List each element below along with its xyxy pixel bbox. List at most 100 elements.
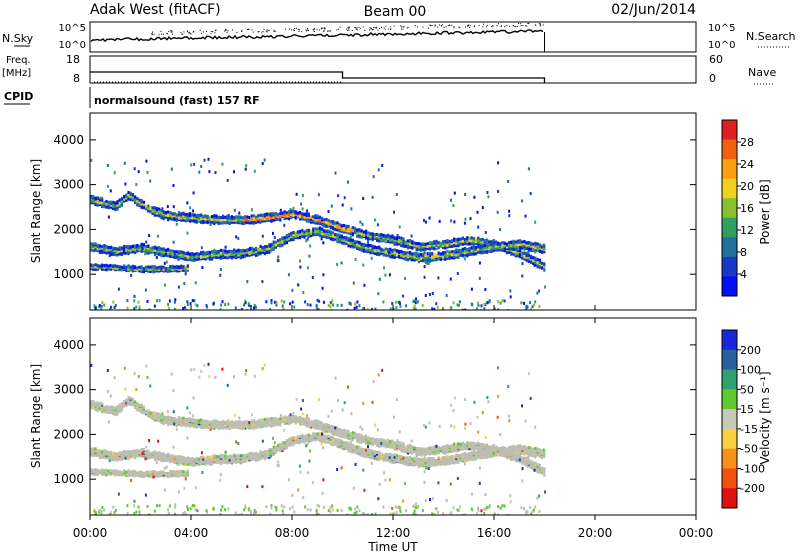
power-cell bbox=[378, 233, 381, 237]
power-cell bbox=[437, 251, 440, 255]
power-cell bbox=[477, 250, 480, 253]
power-cell bbox=[338, 235, 341, 239]
power-cell bbox=[437, 255, 440, 259]
velocity-cell bbox=[189, 424, 192, 428]
power-cell bbox=[466, 252, 469, 256]
power-cell bbox=[191, 299, 194, 303]
nsearch-dot bbox=[166, 32, 168, 34]
cpid-panel: CPID normalsound (fast) 157 RF bbox=[4, 87, 260, 108]
power-cell bbox=[153, 245, 156, 249]
power-cell bbox=[246, 253, 249, 256]
power-cell bbox=[167, 247, 170, 251]
freq-label-line2: [MHz] bbox=[2, 68, 31, 79]
power-cell bbox=[533, 263, 536, 267]
nsearch-dot bbox=[453, 26, 455, 28]
power-cell bbox=[487, 195, 490, 199]
velocity-cell bbox=[215, 425, 218, 429]
velocity-cell bbox=[114, 412, 117, 416]
velocity-cell bbox=[204, 420, 207, 424]
power-cell bbox=[279, 212, 282, 216]
power-cell bbox=[243, 303, 246, 307]
nsearch-dot bbox=[486, 26, 487, 28]
power-cell bbox=[332, 221, 335, 225]
velocity-cell bbox=[173, 417, 176, 421]
power-cell bbox=[131, 244, 134, 248]
power-cell bbox=[353, 306, 356, 310]
power-cell bbox=[145, 204, 148, 208]
power-cell bbox=[233, 249, 236, 253]
power-cell bbox=[239, 254, 242, 258]
power-cell bbox=[90, 263, 93, 267]
power-cell bbox=[202, 218, 205, 222]
power-cell bbox=[252, 220, 255, 224]
velocity-cell bbox=[107, 409, 110, 413]
power-cell bbox=[127, 191, 130, 194]
power-cell bbox=[472, 246, 475, 250]
nsearch-dot bbox=[390, 28, 392, 30]
power-cell bbox=[237, 248, 240, 252]
power-cell bbox=[538, 258, 541, 262]
power-cell bbox=[439, 243, 442, 247]
power-cell bbox=[158, 248, 161, 252]
power-cell bbox=[457, 238, 460, 242]
power-cell bbox=[114, 304, 117, 307]
nsearch-dot bbox=[320, 27, 322, 29]
power-cell bbox=[96, 247, 99, 251]
power-cell bbox=[521, 256, 524, 260]
velocity-cell bbox=[101, 402, 104, 406]
power-cell bbox=[233, 208, 236, 212]
power-cell bbox=[211, 217, 214, 221]
velocity-cell bbox=[151, 414, 154, 418]
velocity-cell bbox=[112, 411, 115, 415]
velocity-cell bbox=[200, 420, 203, 424]
power-cell bbox=[483, 302, 486, 306]
power-cell bbox=[213, 251, 216, 255]
power-cell bbox=[257, 214, 260, 218]
power-cell bbox=[466, 254, 469, 258]
power-cell bbox=[428, 246, 431, 250]
velocity-cell bbox=[193, 418, 196, 422]
power-cell bbox=[126, 299, 129, 303]
nsearch-dot bbox=[542, 24, 544, 26]
power-cell bbox=[184, 272, 187, 276]
power-cell bbox=[297, 283, 300, 287]
power-cell bbox=[201, 266, 204, 269]
nsearch-dot bbox=[358, 26, 360, 28]
power-cell bbox=[519, 239, 522, 243]
power-cell bbox=[314, 229, 317, 233]
power-cell bbox=[463, 257, 466, 261]
power-cell bbox=[468, 236, 471, 240]
power-cell bbox=[277, 215, 280, 219]
power-cell bbox=[290, 233, 293, 237]
power-cell bbox=[228, 249, 231, 253]
nsearch-dot bbox=[445, 26, 447, 28]
velocity-cell bbox=[213, 420, 216, 424]
power-cell bbox=[246, 280, 249, 284]
power-cell bbox=[138, 307, 141, 310]
power-cell bbox=[145, 248, 148, 252]
power-cell bbox=[186, 266, 189, 270]
nsearch-dot bbox=[478, 24, 480, 26]
power-cell bbox=[237, 217, 240, 221]
power-cell bbox=[448, 257, 451, 261]
power-cell bbox=[101, 197, 104, 201]
nsearch-dot bbox=[294, 29, 295, 31]
power-cell bbox=[415, 252, 418, 256]
nsearch-dot bbox=[314, 28, 316, 30]
power-cell bbox=[343, 224, 346, 227]
power-cell bbox=[222, 249, 225, 253]
power-cell bbox=[400, 244, 403, 248]
power-cell bbox=[182, 307, 185, 310]
power-cell bbox=[180, 212, 183, 216]
power-cell bbox=[366, 308, 369, 310]
power-cell bbox=[426, 252, 429, 256]
velocity-cell bbox=[101, 409, 104, 413]
power-cell bbox=[488, 300, 491, 304]
power-cell bbox=[433, 245, 436, 248]
power-cell bbox=[402, 241, 405, 245]
velocity-cell bbox=[215, 419, 218, 423]
velocity-cell bbox=[145, 409, 148, 413]
nsearch-dot bbox=[151, 34, 153, 36]
power-cell bbox=[169, 211, 172, 214]
power-cell bbox=[304, 300, 307, 304]
